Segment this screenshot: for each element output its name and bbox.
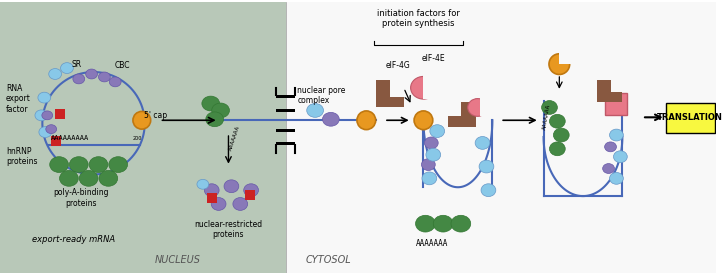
Ellipse shape — [224, 180, 238, 193]
Ellipse shape — [39, 127, 52, 138]
Text: AAAAAAAAA: AAAAAAAAA — [51, 135, 89, 141]
Ellipse shape — [323, 112, 340, 126]
Ellipse shape — [233, 197, 248, 210]
Bar — [276, 109, 295, 112]
Ellipse shape — [433, 215, 453, 232]
Ellipse shape — [79, 170, 98, 186]
Text: export-ready mRNA: export-ready mRNA — [32, 235, 116, 244]
Bar — [376, 97, 403, 108]
Bar — [276, 142, 295, 145]
Text: AAAAAAA: AAAAAAA — [228, 125, 241, 152]
Bar — [0, 2, 286, 273]
Bar — [559, 51, 572, 64]
Ellipse shape — [307, 103, 324, 117]
Bar — [480, 98, 492, 116]
Ellipse shape — [133, 111, 150, 129]
Bar — [276, 95, 295, 98]
Ellipse shape — [609, 172, 623, 184]
Ellipse shape — [109, 157, 127, 172]
Ellipse shape — [422, 172, 437, 185]
Text: nuclear-restricted
proteins: nuclear-restricted proteins — [194, 220, 262, 239]
Ellipse shape — [109, 77, 121, 87]
Ellipse shape — [550, 114, 565, 128]
Bar — [423, 75, 439, 99]
Ellipse shape — [212, 197, 226, 210]
Ellipse shape — [414, 111, 433, 130]
Text: NUCLEUS: NUCLEUS — [154, 255, 200, 265]
Text: nuclear pore
complex: nuclear pore complex — [297, 86, 346, 105]
Ellipse shape — [69, 157, 88, 172]
Ellipse shape — [416, 215, 435, 232]
Ellipse shape — [197, 179, 209, 189]
Ellipse shape — [244, 184, 259, 197]
Text: eIF-4E: eIF-4E — [422, 54, 445, 63]
Ellipse shape — [605, 142, 616, 152]
Ellipse shape — [542, 101, 558, 114]
Ellipse shape — [411, 76, 436, 99]
Bar — [276, 129, 295, 132]
Ellipse shape — [609, 129, 623, 141]
Ellipse shape — [422, 159, 435, 170]
Ellipse shape — [73, 74, 84, 84]
Ellipse shape — [425, 137, 438, 149]
Ellipse shape — [46, 125, 57, 134]
Ellipse shape — [430, 125, 445, 138]
Text: AAAAAAA: AAAAAAA — [416, 240, 448, 248]
Text: CBC: CBC — [114, 61, 130, 70]
Text: poly-A-binding
proteins: poly-A-binding proteins — [53, 188, 108, 208]
Text: TRANSLATION: TRANSLATION — [657, 113, 723, 122]
Ellipse shape — [49, 157, 68, 172]
Ellipse shape — [89, 157, 108, 172]
Text: eIF-4G: eIF-4G — [386, 61, 411, 70]
Text: RNA
export
factor: RNA export factor — [6, 84, 31, 114]
Ellipse shape — [357, 111, 376, 130]
Bar — [286, 2, 716, 273]
Ellipse shape — [603, 164, 614, 174]
Text: 5' cap: 5' cap — [144, 111, 167, 120]
Text: AAAAAAA: AAAAAAA — [542, 103, 551, 130]
Bar — [376, 80, 390, 108]
Ellipse shape — [38, 92, 51, 103]
Ellipse shape — [204, 184, 219, 197]
Ellipse shape — [35, 110, 48, 121]
Ellipse shape — [202, 96, 220, 111]
Text: SR: SR — [72, 60, 82, 69]
Bar — [597, 92, 622, 101]
Ellipse shape — [426, 148, 441, 161]
Ellipse shape — [49, 68, 62, 79]
Ellipse shape — [42, 111, 52, 120]
Ellipse shape — [60, 63, 73, 73]
Ellipse shape — [553, 128, 569, 142]
Ellipse shape — [451, 215, 470, 232]
Bar — [206, 193, 217, 203]
Text: initiation factors for
protein synthesis: initiation factors for protein synthesis — [377, 9, 460, 28]
FancyBboxPatch shape — [666, 103, 715, 133]
Ellipse shape — [60, 170, 79, 186]
Bar — [55, 109, 65, 119]
Ellipse shape — [98, 72, 111, 82]
Bar — [605, 93, 627, 115]
Ellipse shape — [475, 136, 490, 149]
Text: CYTOSOL: CYTOSOL — [305, 255, 351, 265]
Ellipse shape — [467, 99, 487, 116]
Bar — [461, 101, 474, 127]
Ellipse shape — [614, 151, 627, 163]
Bar — [51, 136, 61, 146]
Text: hnRNP
proteins: hnRNP proteins — [6, 147, 37, 166]
Bar — [245, 190, 255, 200]
Ellipse shape — [99, 170, 118, 186]
Bar — [597, 80, 611, 101]
Ellipse shape — [549, 54, 570, 75]
Ellipse shape — [86, 69, 97, 79]
Ellipse shape — [206, 112, 223, 127]
Ellipse shape — [550, 142, 565, 156]
Text: 200: 200 — [133, 136, 142, 141]
Ellipse shape — [479, 160, 494, 173]
Ellipse shape — [212, 103, 230, 118]
Ellipse shape — [481, 184, 496, 197]
Bar — [448, 116, 475, 127]
